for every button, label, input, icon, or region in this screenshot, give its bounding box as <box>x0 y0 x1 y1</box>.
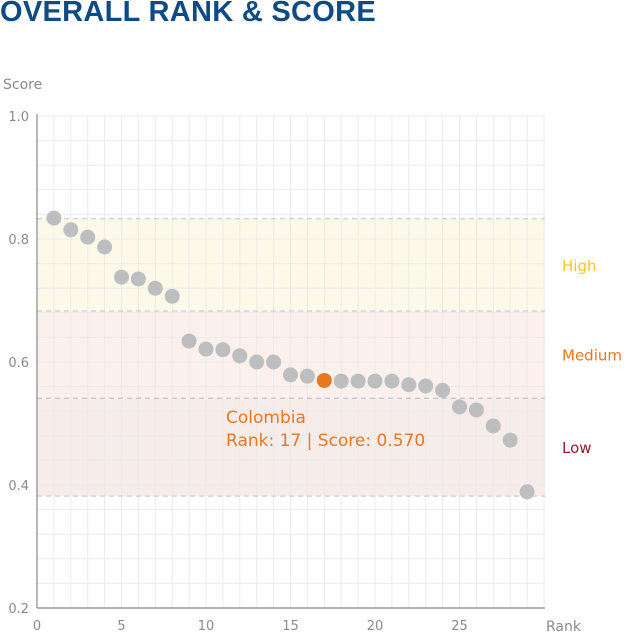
data-point <box>519 484 535 500</box>
data-point <box>232 348 248 364</box>
data-point <box>283 367 298 383</box>
x-tick-label: 10 <box>198 619 215 632</box>
data-point <box>114 269 129 285</box>
data-point <box>468 402 484 418</box>
y-tick-label: 0.6 <box>8 356 29 371</box>
data-point <box>46 210 62 226</box>
data-point <box>435 382 451 398</box>
x-axis-label: Rank <box>546 619 582 632</box>
data-point <box>333 373 349 389</box>
y-tick-label: 0.4 <box>8 479 29 494</box>
highlight-label: Rank: 17 | Score: 0.570 <box>226 431 425 451</box>
data-point <box>367 373 383 389</box>
y-tick-label: 0.8 <box>8 233 29 248</box>
band-label-medium: Medium <box>562 347 622 365</box>
x-tick-label: 5 <box>117 619 125 632</box>
chart-title: OVERALL RANK & SCORE <box>0 0 377 28</box>
band-label-high: High <box>562 257 596 275</box>
data-point <box>164 288 180 304</box>
data-point <box>130 271 146 287</box>
data-point <box>97 239 113 255</box>
y-axis-label: Score <box>3 77 42 93</box>
data-point <box>249 354 265 370</box>
data-point <box>147 280 163 296</box>
data-point <box>215 342 231 358</box>
data-point <box>299 368 315 384</box>
x-tick-label: 20 <box>367 619 384 632</box>
highlight-name: Colombia <box>226 408 306 428</box>
data-point <box>452 399 467 415</box>
data-point <box>80 229 96 245</box>
x-tick-label: 25 <box>451 619 468 632</box>
data-point <box>401 377 417 393</box>
y-tick-label: 1.0 <box>8 110 29 125</box>
data-point <box>181 333 197 349</box>
data-point <box>350 373 366 389</box>
data-point <box>384 373 400 389</box>
y-tick-label: 0.2 <box>8 602 29 617</box>
data-point <box>418 378 434 394</box>
data-point <box>502 432 518 448</box>
data-point <box>63 222 79 238</box>
band-label-low: Low <box>562 439 592 457</box>
data-point <box>266 354 282 370</box>
highlight-point <box>316 372 332 388</box>
x-tick-label: 0 <box>33 619 41 632</box>
data-point <box>485 418 501 434</box>
x-tick-label: 15 <box>282 619 299 632</box>
data-point <box>198 341 214 357</box>
